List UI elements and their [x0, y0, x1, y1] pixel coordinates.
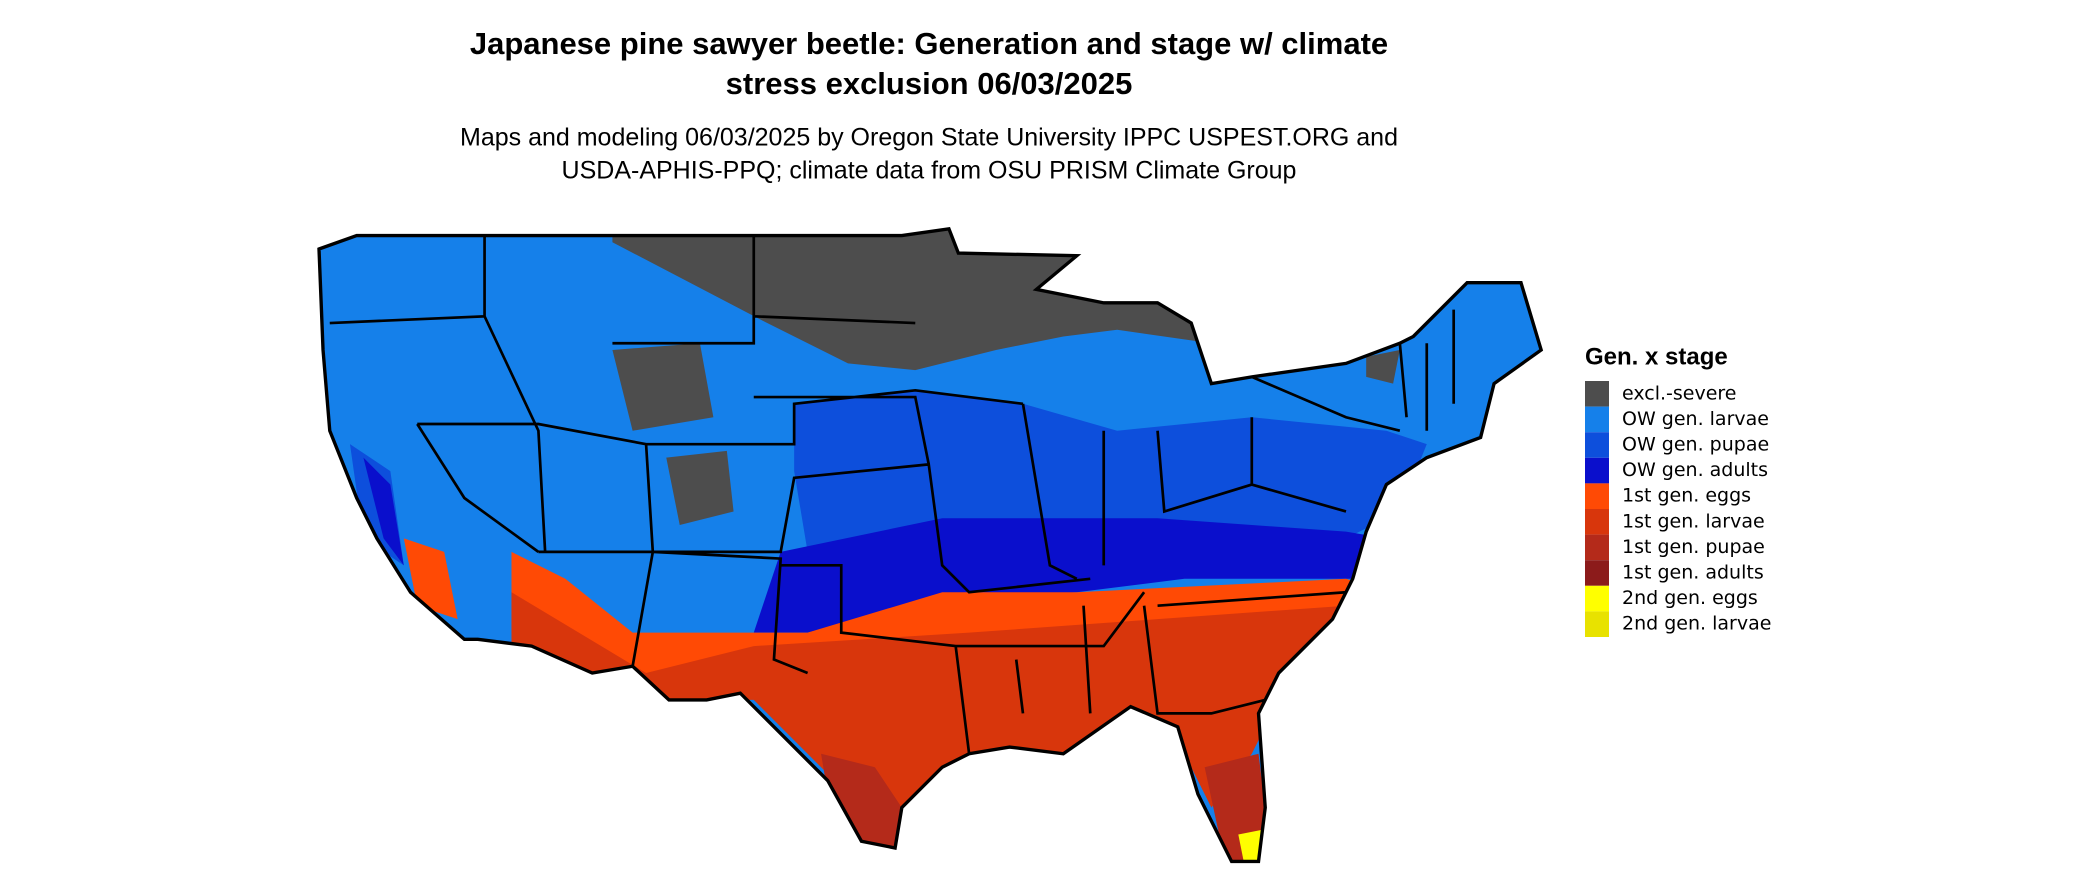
title-line: Japanese pine sawyer beetle: Generation … — [470, 26, 1388, 61]
legend-title: Gen. x stage — [1585, 343, 1728, 370]
legend-label: 2nd gen. larvae — [1622, 613, 1771, 635]
legend-swatch — [1585, 432, 1609, 458]
region — [403, 538, 1387, 700]
legend-label: 1st gen. pupae — [1622, 536, 1765, 558]
legend-label: 2nd gen. eggs — [1622, 587, 1758, 609]
legend-swatch — [1585, 534, 1609, 561]
legend-label: 1st gen. larvae — [1622, 510, 1765, 532]
legend-swatch — [1585, 381, 1609, 407]
region — [612, 343, 1400, 525]
legend-swatch — [1585, 509, 1609, 535]
legend-label: 1st gen. adults — [1622, 562, 1764, 584]
state-borders — [329, 235, 1456, 754]
legend-label: OW gen. larvae — [1622, 408, 1769, 430]
map — [317, 227, 1543, 864]
legend-swatch — [1585, 560, 1609, 586]
legend-label: OW gen. pupae — [1622, 434, 1769, 456]
subtitle-line: USDA-APHIS-PPQ; climate data from OSU PR… — [562, 157, 1297, 185]
legend-swatch — [1585, 483, 1609, 509]
region — [363, 457, 1387, 633]
legend: Gen. x stage excl.-severe OW gen. larvae O… — [1585, 343, 1771, 637]
legend-swatch — [1585, 585, 1609, 612]
legend-swatch — [1585, 457, 1609, 484]
legend-label: OW gen. adults — [1622, 459, 1768, 481]
legend-swatch — [1585, 611, 1609, 637]
legend-label: 1st gen. eggs — [1622, 485, 1751, 507]
subtitle-line: Maps and modeling 06/03/2025 by Oregon S… — [460, 124, 1398, 152]
title-line: stress exclusion 06/03/2025 — [726, 66, 1133, 101]
legend-label: excl.-severe — [1622, 382, 1737, 404]
legend-swatch — [1585, 406, 1609, 433]
